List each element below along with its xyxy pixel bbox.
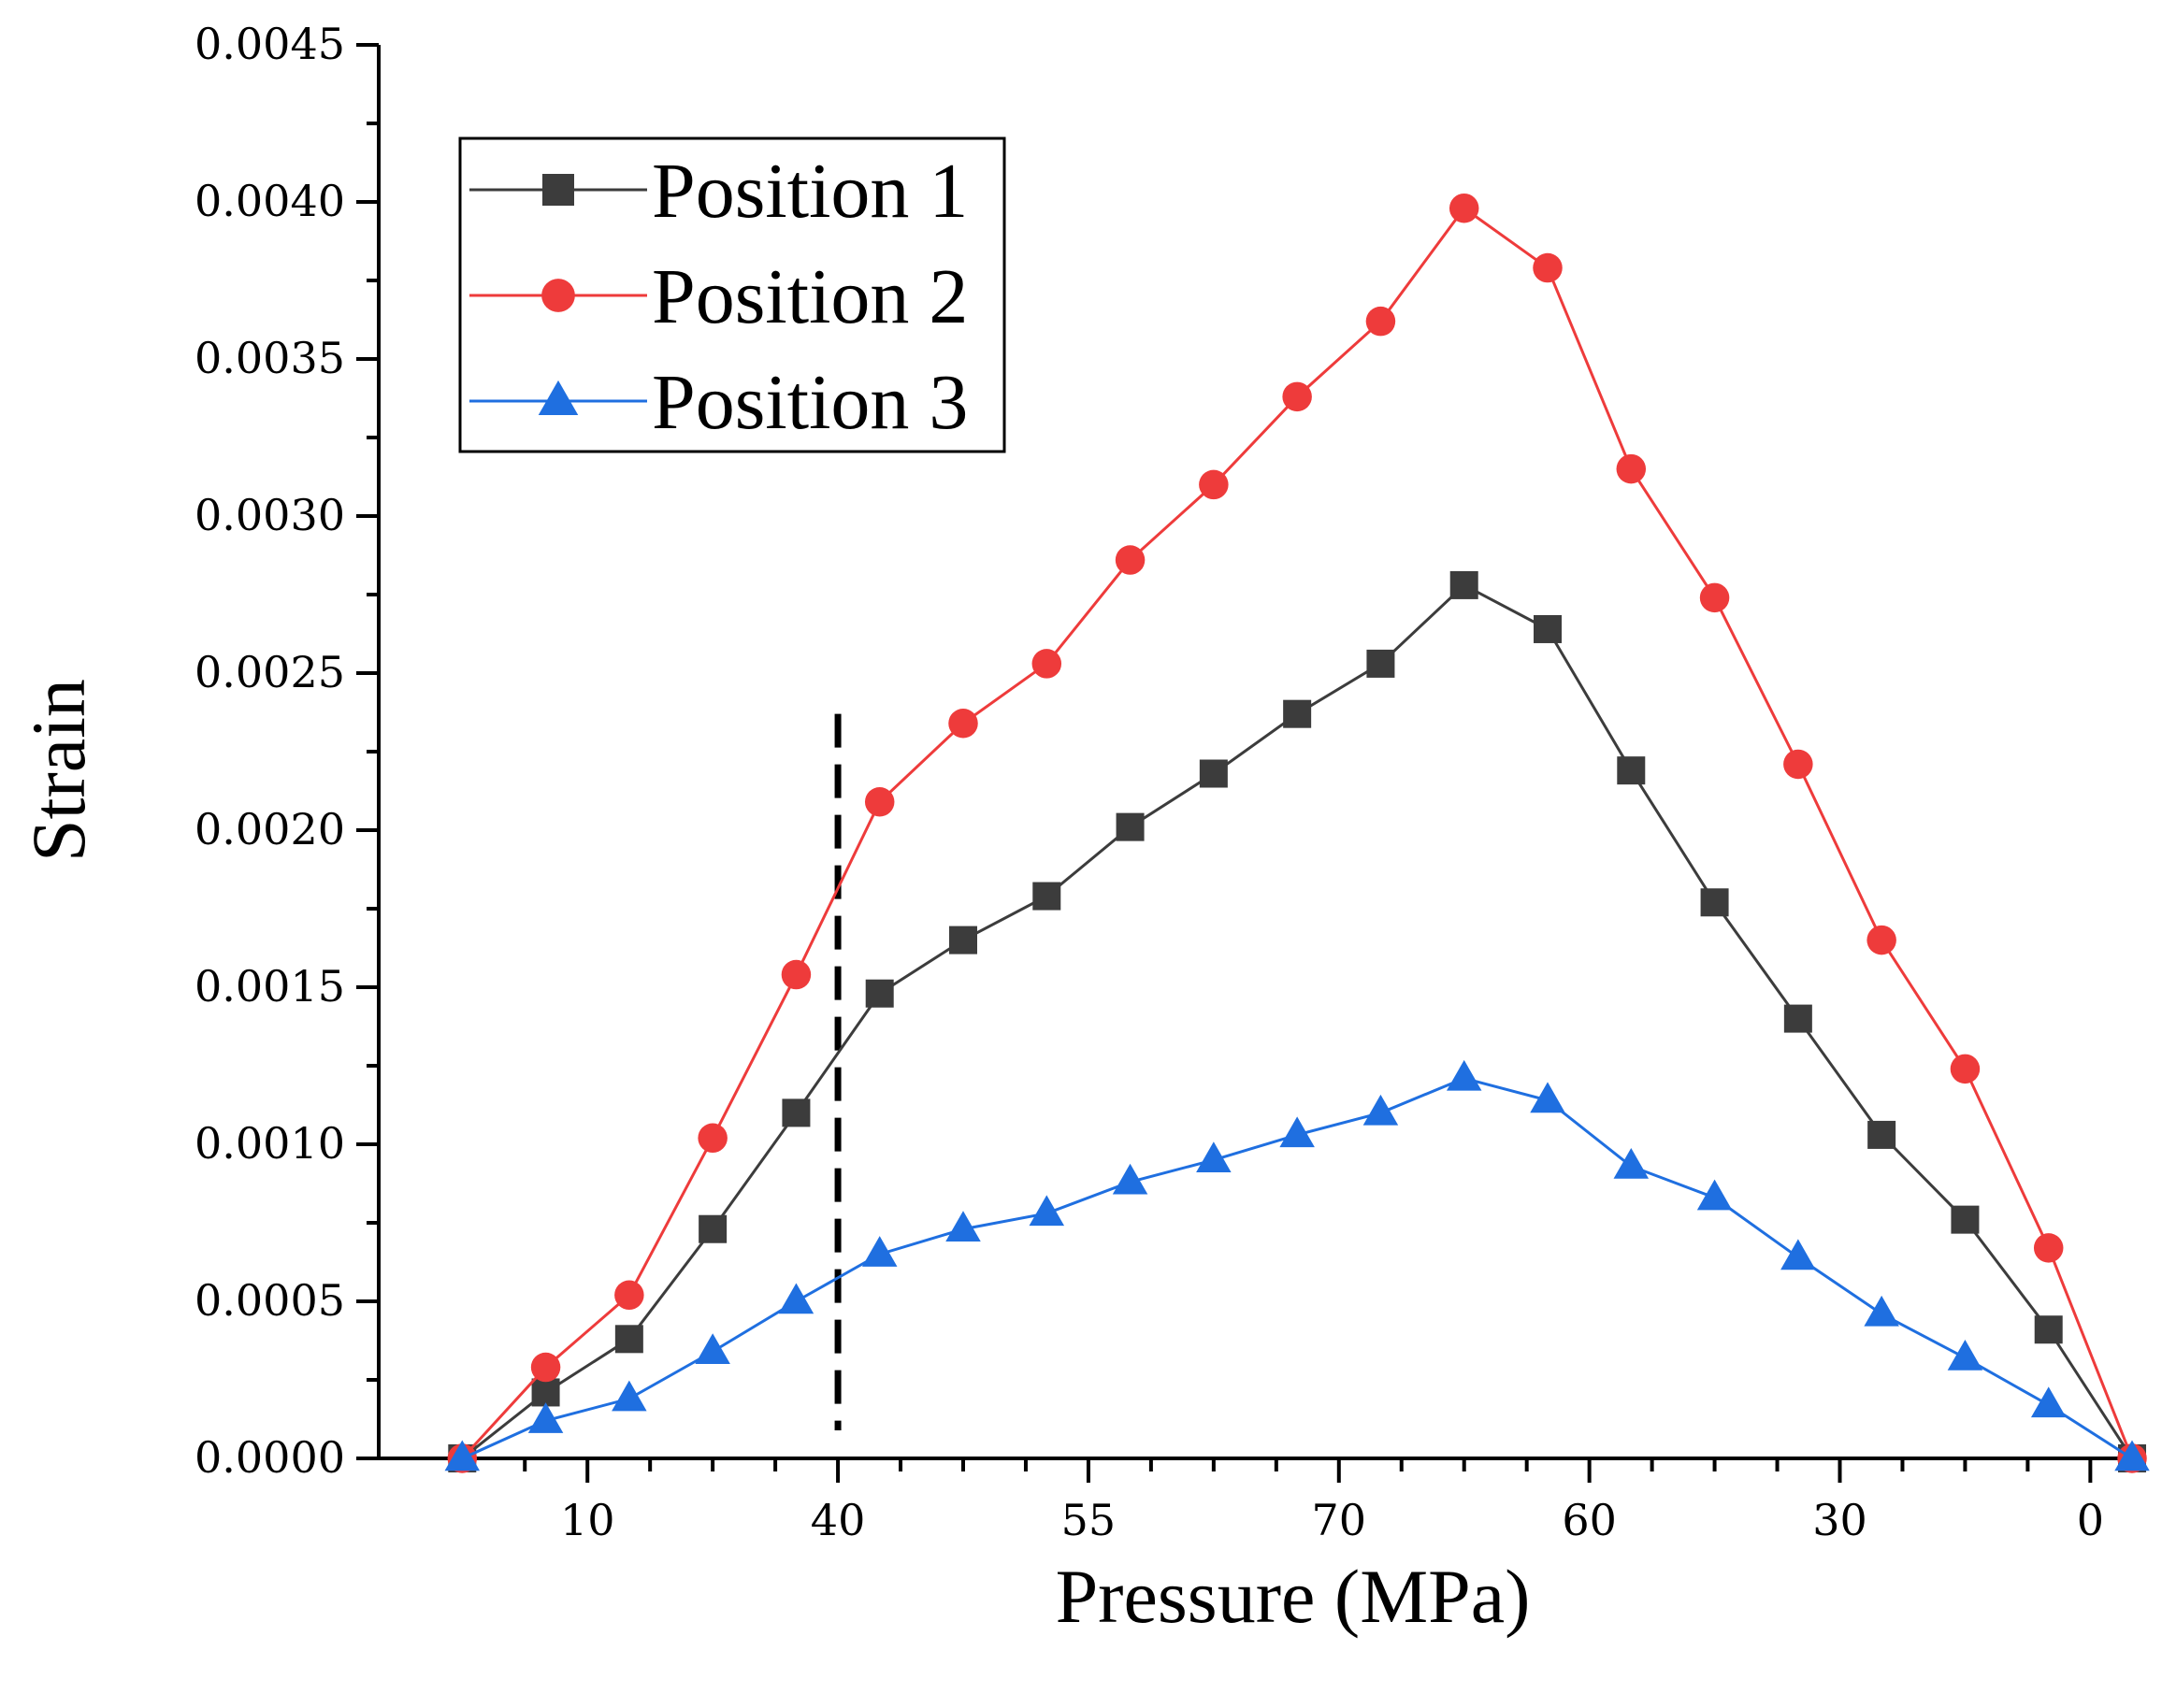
y-tick-label: 0.0030 <box>195 490 345 540</box>
data-point-triangle <box>2114 1440 2150 1471</box>
data-point-circle <box>698 1123 728 1154</box>
data-point-circle <box>614 1280 644 1311</box>
x-tick-label: 40 <box>811 1495 866 1545</box>
data-point-circle <box>864 787 895 817</box>
data-point-square <box>865 979 894 1008</box>
data-point-square <box>1951 1205 1980 1234</box>
x-tick-label: 60 <box>1562 1495 1617 1545</box>
x-tick-label: 0 <box>2077 1495 2104 1545</box>
data-point-triangle <box>1696 1179 1733 1211</box>
data-point-square <box>1449 570 1478 599</box>
data-point-square <box>1199 759 1228 788</box>
data-point-circle <box>2033 1233 2064 1263</box>
data-point-square <box>531 1378 560 1407</box>
data-point-triangle <box>1279 1116 1315 1148</box>
data-point-square <box>1867 1120 1896 1149</box>
data-point-triangle <box>778 1283 814 1314</box>
y-tick-label: 0.0015 <box>195 961 345 1012</box>
data-point-circle <box>1867 925 1896 955</box>
y-tick-label: 0.0020 <box>195 804 345 854</box>
legend-label: Position 3 <box>652 359 968 446</box>
legend-label: Position 1 <box>652 148 968 235</box>
x-axis-title: Pressure (MPa) <box>1056 1554 1531 1639</box>
data-point-square <box>1534 614 1562 643</box>
data-point-triangle <box>527 1402 564 1433</box>
data-point-triangle <box>1029 1195 1065 1227</box>
data-point-triangle <box>612 1380 647 1412</box>
data-point-circle <box>1533 252 1563 283</box>
legend-label: Position 2 <box>652 253 968 340</box>
series-3 <box>444 1059 2150 1471</box>
data-point-triangle <box>1362 1094 1399 1126</box>
y-axis-title: Strain <box>16 679 101 862</box>
y-tick-label: 0.0010 <box>195 1118 345 1169</box>
data-point-square <box>2034 1315 2063 1344</box>
data-point-square <box>1783 1004 1812 1033</box>
data-point-circle <box>1616 453 1647 484</box>
data-point-circle <box>530 1352 561 1383</box>
data-point-triangle <box>1196 1141 1232 1173</box>
data-point-square <box>1116 812 1145 841</box>
data-point-square <box>949 926 977 954</box>
y-tick-label: 0.0025 <box>195 647 345 697</box>
data-point-circle <box>1365 306 1396 337</box>
data-point-square <box>1283 699 1312 728</box>
x-tick-label: 70 <box>1312 1495 1367 1545</box>
data-point-circle <box>948 709 978 739</box>
data-point-triangle <box>1530 1082 1565 1113</box>
data-point-triangle <box>695 1333 730 1364</box>
data-point-triangle <box>1780 1239 1816 1270</box>
legend: Position 1 Position 2 Position 3 <box>458 136 1006 453</box>
data-point-circle <box>1950 1054 1981 1084</box>
data-point-circle <box>541 279 575 312</box>
y-tick-label: 0.0045 <box>195 19 345 69</box>
data-point-square <box>1366 649 1395 678</box>
data-point-triangle <box>1864 1295 1899 1327</box>
data-point-triangle <box>444 1440 481 1471</box>
x-tick-label: 55 <box>1061 1495 1117 1545</box>
data-point-square <box>1617 756 1646 785</box>
data-point-circle <box>1199 469 1229 500</box>
data-point-square <box>614 1325 643 1354</box>
data-point-circle <box>1115 545 1146 575</box>
data-point-circle <box>1031 649 1062 679</box>
series-group <box>444 193 2150 1473</box>
data-point-triangle <box>1112 1163 1148 1195</box>
x-tick-label: 10 <box>560 1495 615 1545</box>
data-point-triangle <box>1446 1059 1482 1091</box>
data-point-triangle <box>2030 1386 2067 1418</box>
data-point-triangle <box>861 1236 898 1267</box>
data-point-square <box>699 1214 728 1243</box>
y-tick-label: 0.0005 <box>195 1275 345 1326</box>
data-point-triangle <box>1947 1339 1983 1371</box>
x-tick-label: 30 <box>1812 1495 1867 1545</box>
data-point-square <box>542 174 574 206</box>
series-1 <box>448 570 2146 1472</box>
y-tick-label: 0.0035 <box>195 333 345 383</box>
data-point-circle <box>1699 582 1730 613</box>
data-point-triangle <box>538 380 579 415</box>
data-point-square <box>1700 888 1729 917</box>
axes-group: 0.0000 0.0005 0.0010 0.0015 0.0020 0.0025 0.00… <box>195 19 2132 1545</box>
y-tick-label: 0.0000 <box>195 1432 345 1483</box>
data-point-circle <box>1449 193 1479 223</box>
data-point-triangle <box>945 1211 981 1242</box>
data-point-square <box>782 1098 811 1127</box>
data-point-square <box>1032 882 1061 911</box>
y-tick-label: 0.0040 <box>195 176 345 226</box>
data-point-circle <box>781 959 812 990</box>
data-point-circle <box>1282 381 1312 412</box>
data-point-circle <box>1783 749 1813 780</box>
data-point-triangle <box>1613 1147 1650 1179</box>
